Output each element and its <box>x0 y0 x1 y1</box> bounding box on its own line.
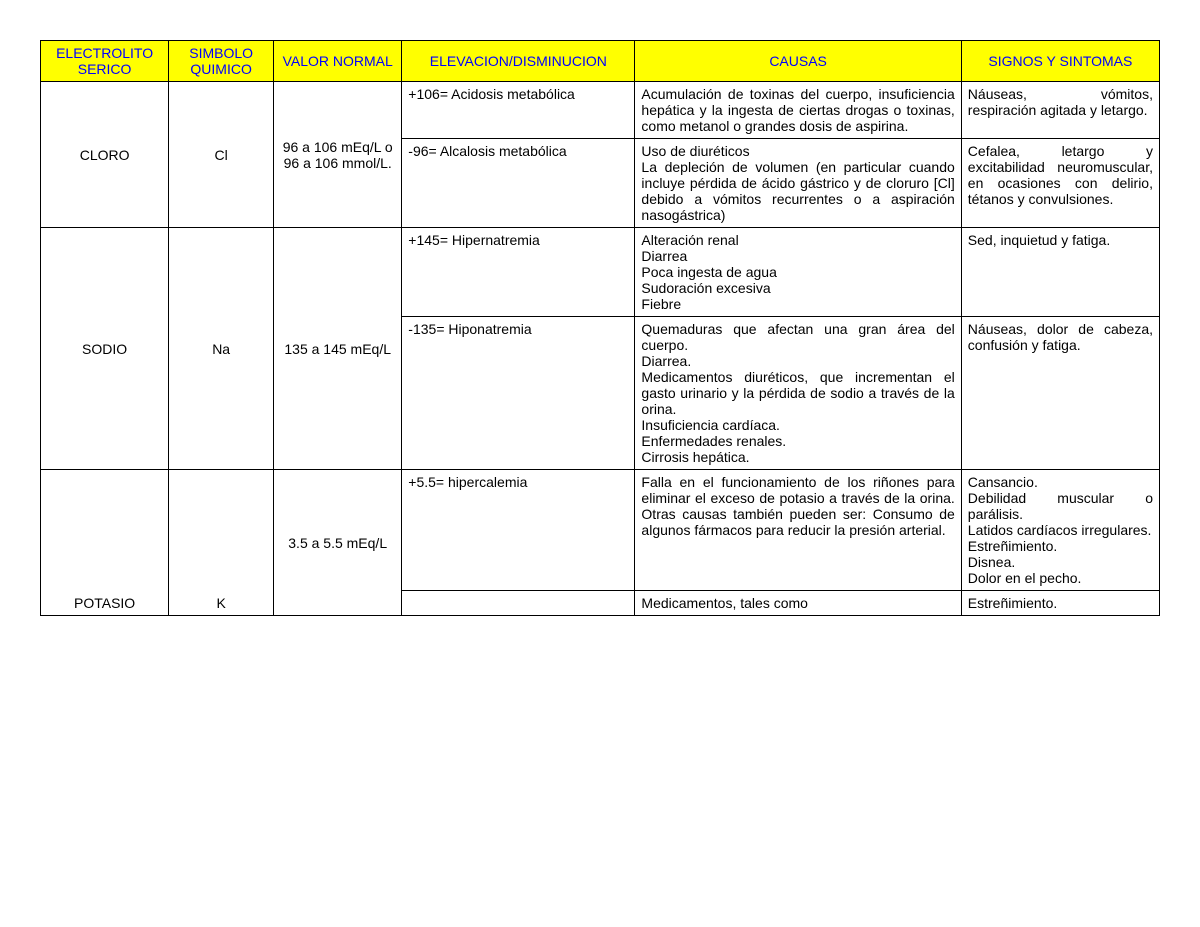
cell-valor: 96 a 106 mEq/L o 96 a 106 mmol/L. <box>274 82 402 228</box>
table-row: SODIO Na 135 a 145 mEq/L +145= Hipernatr… <box>41 228 1160 317</box>
cell-simbolo: Cl <box>169 82 274 228</box>
col-header-electrolito: ELECTROLITO SERICO <box>41 41 169 82</box>
cell-elev: -135= Hiponatremia <box>402 317 635 470</box>
cell-electrolito: POTASIO <box>41 470 169 616</box>
cell-causas: Alteración renalDiarreaPoca ingesta de a… <box>635 228 961 317</box>
cell-causas: Medicamentos, tales como <box>635 591 961 616</box>
cell-simbolo: K <box>169 470 274 616</box>
table-body: CLORO Cl 96 a 106 mEq/L o 96 a 106 mmol/… <box>41 82 1160 616</box>
cell-electrolito: SODIO <box>41 228 169 470</box>
cell-signos: Náuseas, dolor de cabeza, confusión y fa… <box>961 317 1159 470</box>
table-row: POTASIO K 3.5 a 5.5 mEq/L +5.5= hipercal… <box>41 470 1160 591</box>
cell-valor: 3.5 a 5.5 mEq/L <box>274 470 402 616</box>
cell-causas: Quemaduras que afectan una gran área del… <box>635 317 961 470</box>
cell-causas: Uso de diuréticosLa depleción de volumen… <box>635 139 961 228</box>
electrolytes-table: ELECTROLITO SERICO SIMBOLO QUIMICO VALOR… <box>40 40 1160 616</box>
cell-valor: 135 a 145 mEq/L <box>274 228 402 470</box>
cell-elev <box>402 591 635 616</box>
table-row: CLORO Cl 96 a 106 mEq/L o 96 a 106 mmol/… <box>41 82 1160 139</box>
col-header-simbolo: SIMBOLO QUIMICO <box>169 41 274 82</box>
cell-signos: Cefalea, letargo y excitabilidad neuromu… <box>961 139 1159 228</box>
cell-signos: Estreñimiento. <box>961 591 1159 616</box>
cell-elev: +145= Hipernatremia <box>402 228 635 317</box>
cell-signos: Cansancio.Debilidad muscular o parálisis… <box>961 470 1159 591</box>
cell-electrolito: CLORO <box>41 82 169 228</box>
col-header-causas: CAUSAS <box>635 41 961 82</box>
cell-causas: Acumulación de toxinas del cuerpo, insuf… <box>635 82 961 139</box>
col-header-elev: ELEVACION/DISMINUCION <box>402 41 635 82</box>
cell-simbolo: Na <box>169 228 274 470</box>
cell-elev: +5.5= hipercalemia <box>402 470 635 591</box>
cell-causas: Falla en el funcionamiento de los riñone… <box>635 470 961 591</box>
col-header-valor: VALOR NORMAL <box>274 41 402 82</box>
col-header-signos: SIGNOS Y SINTOMAS <box>961 41 1159 82</box>
cell-elev: -96= Alcalosis metabólica <box>402 139 635 228</box>
cell-elev: +106= Acidosis metabólica <box>402 82 635 139</box>
cell-signos: Sed, inquietud y fatiga. <box>961 228 1159 317</box>
cell-signos: Náuseas, vómitos, respiración agitada y … <box>961 82 1159 139</box>
header-row: ELECTROLITO SERICO SIMBOLO QUIMICO VALOR… <box>41 41 1160 82</box>
